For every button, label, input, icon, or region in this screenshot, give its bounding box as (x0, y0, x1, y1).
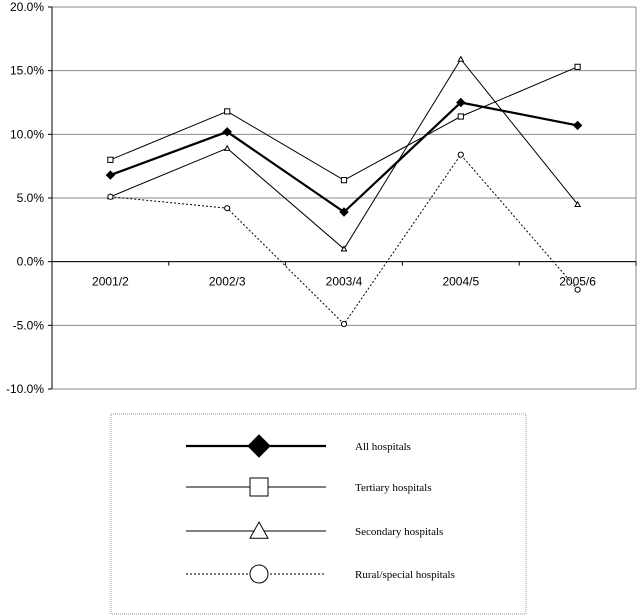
data-point (574, 63, 581, 70)
data-point (224, 108, 231, 115)
y-tick-label: -10.0% (6, 382, 44, 396)
y-tick-label: -5.0% (13, 318, 45, 332)
y-tick-label: 10.0% (10, 127, 44, 141)
x-tick-label: 2001/2 (92, 275, 129, 289)
data-point (572, 120, 583, 131)
data-point (107, 156, 114, 163)
data-point (223, 144, 231, 151)
data-point (105, 170, 116, 180)
legend-marker (249, 520, 269, 539)
y-tick-label: 20.0% (10, 0, 44, 14)
legend-box (110, 413, 527, 615)
y-axis-ticks: 20.0% 15.0% 10.0% 5.0% 0.0% -5.0% -10.0% (6, 0, 52, 396)
y-tick-label: 0.0% (17, 255, 45, 269)
series-3 (107, 151, 581, 328)
series-line (110, 66, 578, 181)
x-axis-ticks: 2001/2 2002/3 2003/4 2004/5 2005/6 (51, 261, 637, 289)
series-line (110, 101, 578, 214)
legend-entry: All hospitals (186, 434, 411, 458)
x-tick-label: 2004/5 (442, 275, 479, 289)
x-tick-label: 2005/6 (559, 275, 596, 289)
data-point (107, 193, 114, 200)
data-point (456, 97, 466, 108)
data-point (340, 320, 348, 328)
data-point (457, 55, 465, 62)
data-point (222, 127, 232, 137)
legend-entry: Rural/special hospitals (186, 564, 455, 584)
data-point (574, 200, 582, 207)
x-tick-label: 2002/3 (209, 275, 246, 289)
legend-marker (249, 564, 269, 584)
y-tick-label: 15.0% (10, 64, 44, 78)
legend: All hospitals Tertiary hospitals Secondary… (110, 413, 527, 615)
legend-label: Rural/special hospitals (355, 569, 455, 581)
legend-marker (249, 477, 269, 497)
legend-label: All hospitals (355, 441, 411, 453)
data-point (340, 177, 348, 184)
data-point (224, 205, 231, 212)
x-tick-label: 2003/4 (326, 275, 363, 289)
series-line (110, 58, 578, 250)
legend-entry: Secondary hospitals (186, 520, 443, 539)
data-point (340, 245, 348, 252)
y-tick-label: 5.0% (17, 191, 45, 205)
legend-entry: Tertiary hospitals (186, 477, 432, 497)
series-1 (107, 63, 581, 184)
data-point (574, 286, 581, 293)
legend-label: Secondary hospitals (355, 526, 443, 538)
data-point (457, 151, 464, 158)
legend-label: Tertiary hospitals (355, 482, 432, 494)
series (105, 55, 583, 328)
data-point (457, 113, 464, 120)
series-2 (106, 55, 582, 252)
data-point (339, 207, 349, 217)
legend-marker (247, 434, 271, 458)
series-0 (105, 97, 583, 217)
